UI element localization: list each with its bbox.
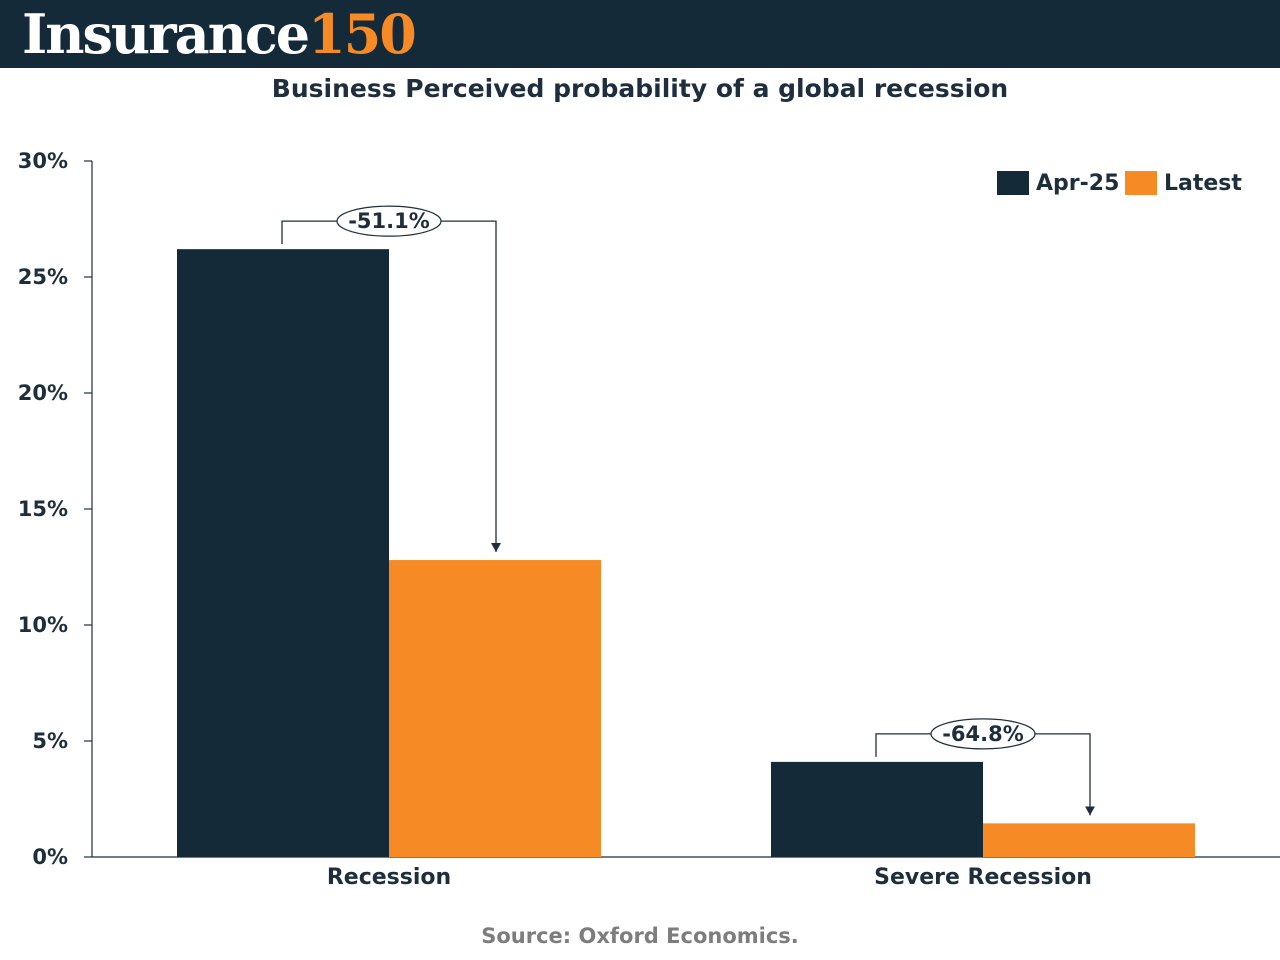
bar-latest-1 — [389, 560, 601, 857]
chart-title: Business Perceived probability of a glob… — [271, 74, 1009, 103]
legend-label-latest: Latest — [1164, 171, 1242, 196]
logo-word: Insurance — [22, 2, 310, 66]
bar-latest-2 — [983, 823, 1195, 857]
bar-apr-25-1 — [177, 249, 389, 857]
y-tick-label: 0% — [32, 845, 68, 869]
y-tick-label: 5% — [32, 729, 68, 753]
y-tick-label: 15% — [18, 497, 68, 521]
y-tick-label: 30% — [18, 149, 68, 173]
logo-number: 150 — [308, 2, 417, 66]
legend-swatch-latest — [1125, 171, 1157, 195]
change-label: -64.8% — [942, 722, 1024, 746]
change-badge — [336, 205, 442, 237]
change-label: -51.1% — [348, 209, 430, 233]
x-category-label: Recession — [327, 865, 451, 890]
y-tick-label: 10% — [18, 613, 68, 637]
source-note: Source: Oxford Economics. — [481, 924, 799, 948]
y-tick-label: 25% — [18, 265, 68, 289]
brand-logo: Insurance150 — [22, 0, 417, 68]
change-badge — [930, 718, 1036, 750]
x-category-label: Severe Recession — [874, 865, 1092, 890]
legend-label-apr-25: Apr-25 — [1036, 171, 1119, 196]
y-tick-label: 20% — [18, 381, 68, 405]
bar-apr-25-2 — [771, 761, 983, 857]
legend-swatch-apr-25 — [997, 171, 1029, 195]
header-bar: Insurance150 — [0, 0, 1280, 68]
